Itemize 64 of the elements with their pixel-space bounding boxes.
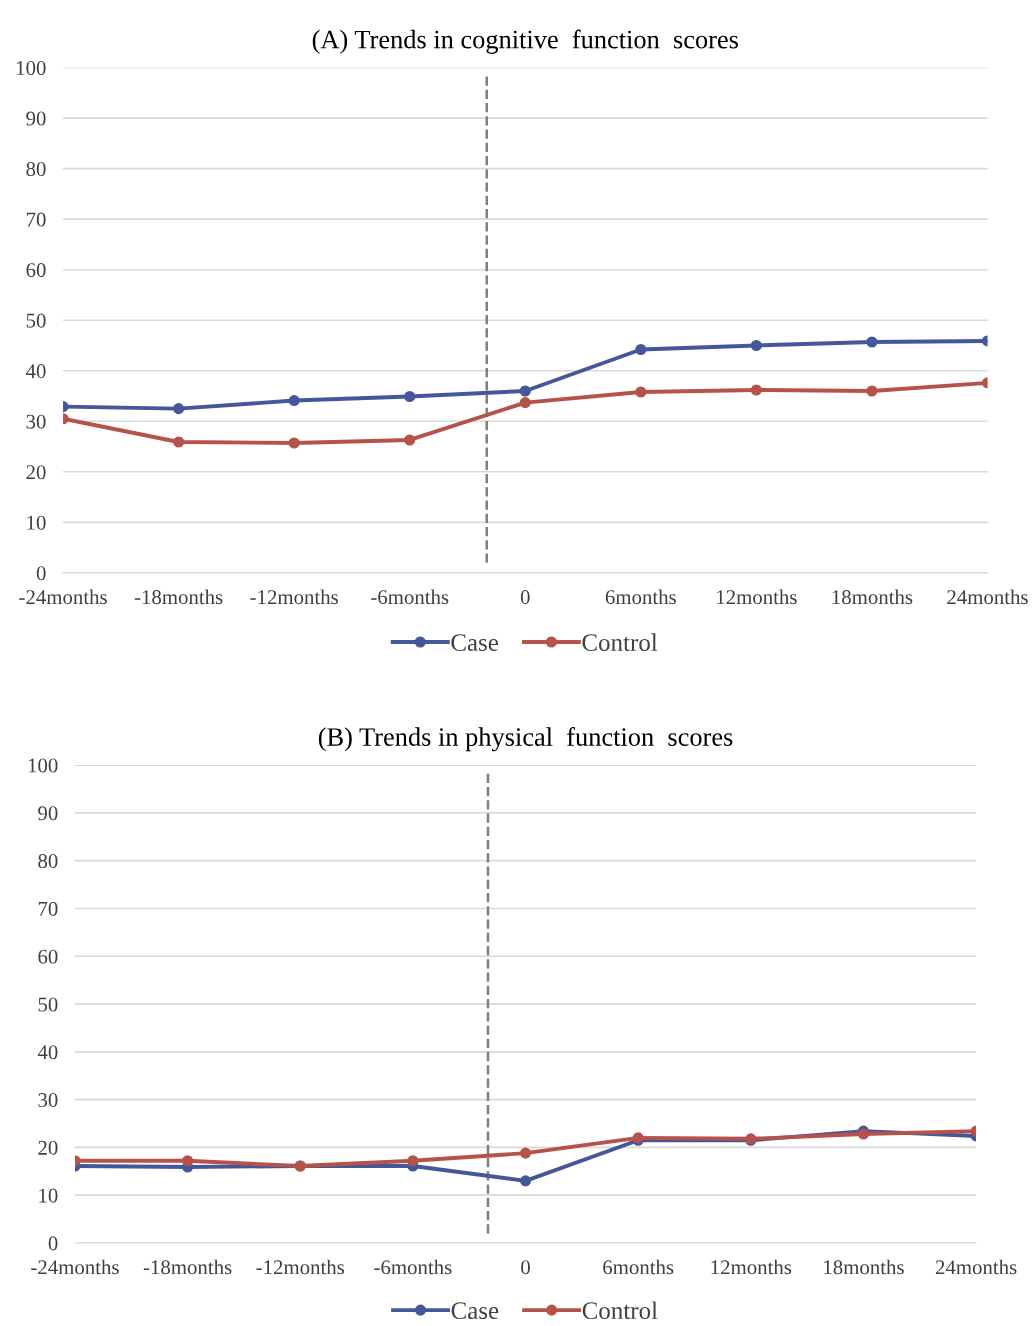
y-tick-label: 30 xyxy=(38,1093,58,1108)
chart-title: (A) Trends in cognitive function scores xyxy=(312,29,738,54)
x-tick-label: 18months xyxy=(832,589,913,605)
x-tick-label: 6months xyxy=(603,1259,674,1275)
y-tick-label: 90 xyxy=(26,111,46,126)
y-tick-label: 80 xyxy=(38,854,58,869)
x-tick-label: -18months xyxy=(134,589,223,605)
y-tick-label: 100 xyxy=(16,61,46,76)
point xyxy=(173,403,185,415)
x-tick-label: 0 xyxy=(521,1260,530,1275)
y-tick-label: 50 xyxy=(38,997,58,1012)
x-tick-label: -24months xyxy=(19,589,107,605)
y-tick-label: 70 xyxy=(38,901,58,916)
x-tick-label: 24months xyxy=(935,1259,1017,1275)
point xyxy=(288,437,300,449)
point xyxy=(519,1175,532,1187)
point xyxy=(750,384,762,396)
y-tick-label: 40 xyxy=(37,1045,58,1060)
chart-title: (B) Trends in physical function scores xyxy=(318,727,733,752)
x-tick-label: 24months xyxy=(947,589,1028,605)
x-tick-label: -6months xyxy=(374,1259,452,1275)
point xyxy=(519,1147,532,1159)
x-tick-label: 18months xyxy=(824,1259,904,1275)
point xyxy=(519,385,531,397)
y-tick-label: 20 xyxy=(26,465,46,480)
point xyxy=(519,397,531,409)
x-tick-label: 12months xyxy=(711,1259,792,1275)
y-tick-label: 60 xyxy=(38,949,58,964)
y-tick-label: 40 xyxy=(25,364,46,379)
point xyxy=(182,1155,194,1167)
x-tick-label: 6months xyxy=(605,589,676,605)
x-tick-label: -18months xyxy=(143,1259,232,1275)
point xyxy=(288,395,300,407)
y-tick-label: 0 xyxy=(36,566,46,581)
point xyxy=(407,1155,419,1167)
y-tick-label: 80 xyxy=(26,162,46,177)
y-tick-label: 20 xyxy=(38,1140,58,1155)
x-tick-label: 0 xyxy=(520,590,530,605)
x-tick-label: 12months xyxy=(717,589,797,605)
point xyxy=(404,390,416,403)
y-tick-label: 30 xyxy=(26,414,46,429)
y-tick-label: 100 xyxy=(28,758,58,773)
point xyxy=(635,343,647,356)
y-tick-label: 90 xyxy=(38,806,58,821)
point xyxy=(866,385,878,397)
x-tick-label: -12months xyxy=(250,589,338,605)
point xyxy=(635,386,647,398)
point xyxy=(404,434,416,446)
y-tick-label: 70 xyxy=(26,212,46,227)
y-tick-label: 10 xyxy=(39,1188,58,1203)
y-tick-label: 50 xyxy=(26,313,46,328)
point xyxy=(173,436,185,448)
x-tick-label: -6months xyxy=(371,589,449,605)
x-tick-label: -12months xyxy=(256,1259,345,1275)
legend-label: Control xyxy=(582,1301,658,1320)
y-tick-label: 60 xyxy=(26,263,46,278)
legend-label: Case xyxy=(451,634,499,651)
legend-label: Control xyxy=(582,633,658,651)
y-tick-label: 10 xyxy=(27,515,46,530)
legend-label: Case xyxy=(451,1302,499,1320)
x-tick-label: -24months xyxy=(31,1259,119,1275)
point xyxy=(866,336,878,348)
point xyxy=(750,339,762,352)
y-tick-label: 0 xyxy=(48,1236,58,1251)
